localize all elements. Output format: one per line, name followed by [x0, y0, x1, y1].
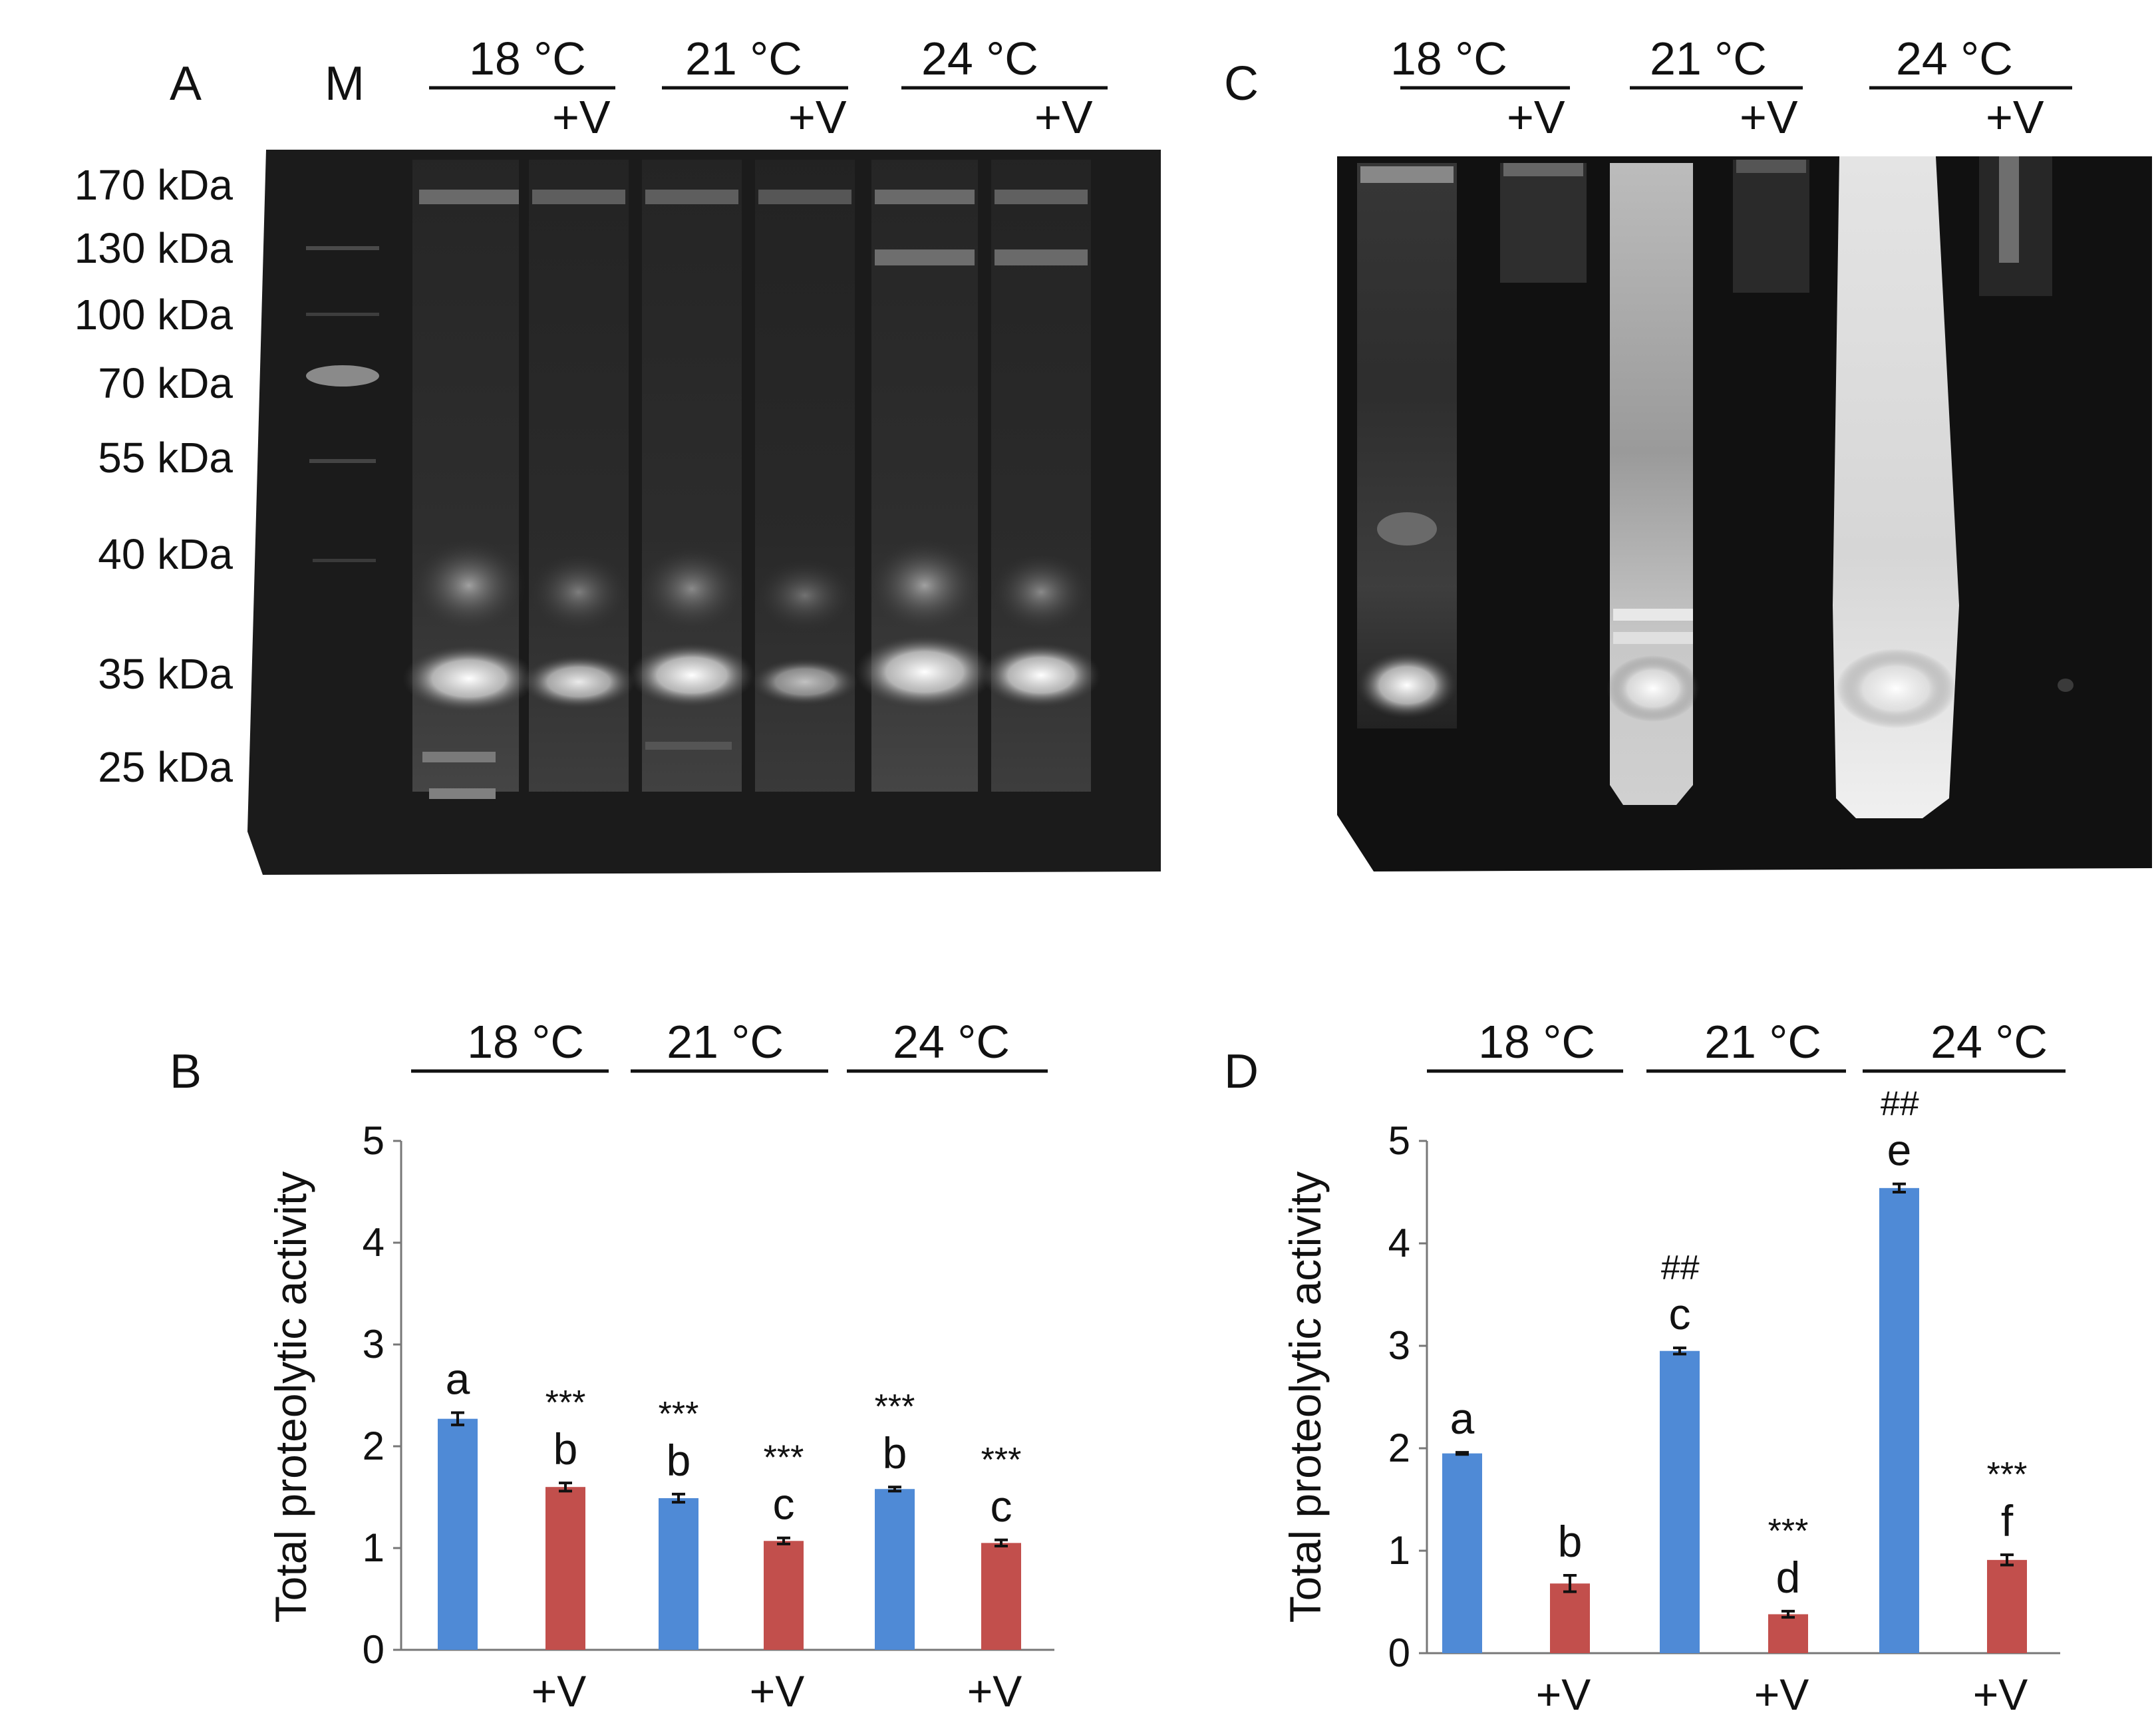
- mw-label-130: 130 kDa: [75, 224, 233, 272]
- mw-label-40: 40 kDa: [98, 530, 233, 578]
- chart-b-significance-letter: b: [883, 1428, 907, 1478]
- chart-b-y-tick-label: 2: [363, 1424, 385, 1468]
- chart-d-y-tick-label: 1: [1388, 1528, 1410, 1573]
- gel-a-header-18: 18 °C: [469, 33, 586, 84]
- chart-b: 18 °C 21 °C 24 °C 0 1 2 3 4 5 Total proteolytic a…: [266, 1016, 1054, 1716]
- gel-a-v-label-18: +V: [552, 91, 611, 143]
- gel-c-v-label-24: +V: [1986, 91, 2044, 143]
- chart-b-significance-mark: ***: [981, 1441, 1022, 1480]
- panel-a: A M 18 °C +V 21 °C +V 24 °C +V 170 kDa 1…: [75, 33, 1161, 875]
- gel-a-header-21: 21 °C: [685, 33, 802, 84]
- chart-d-significance-letter: e: [1887, 1126, 1912, 1175]
- gel-c-v-label-18: +V: [1507, 91, 1565, 143]
- chart-d-y-tick-label: 0: [1388, 1631, 1410, 1675]
- chart-d-significance-letter: b: [1558, 1517, 1583, 1566]
- chart-b-group-label: 24 °C: [893, 1016, 1010, 1068]
- chart-b-significance-letter: c: [991, 1482, 1012, 1531]
- chart-b-group-label: 21 °C: [667, 1016, 784, 1068]
- chart-b-y-axis-label: Total proteolytic activity: [266, 1172, 315, 1623]
- chart-d-bar: [1768, 1614, 1808, 1653]
- chart-d-y-tick-label: 4: [1388, 1221, 1410, 1265]
- gel-c-header-24: 24 °C: [1896, 33, 2013, 84]
- chart-b-significance-mark: ***: [764, 1439, 804, 1478]
- mw-label-35: 35 kDa: [98, 650, 233, 698]
- mw-label-55: 55 kDa: [98, 434, 233, 482]
- chart-d: 18 °C 21 °C 24 °C 0 1 2 3 4 5 Total proteolytic a…: [1281, 1016, 2066, 1719]
- chart-b-x-tick-label: +V: [750, 1666, 805, 1716]
- chart-d-significance-mark: ##: [1880, 1085, 1919, 1124]
- chart-d-significance-mark: ***: [1768, 1512, 1809, 1551]
- panel-c-letter: C: [1224, 57, 1259, 110]
- gel-c-v-label-21: +V: [1740, 91, 1798, 143]
- chart-b-significance-letter: b: [553, 1424, 578, 1474]
- chart-b-y-tick-label: 3: [363, 1322, 385, 1366]
- gel-c-header-21: 21 °C: [1650, 33, 1767, 84]
- panel-d-letter: D: [1224, 1045, 1259, 1098]
- chart-b-bar: [764, 1541, 804, 1650]
- chart-b-significance-mark: ***: [659, 1395, 699, 1434]
- chart-d-y-tick-label: 5: [1388, 1118, 1410, 1163]
- chart-b-y-tick-label: 0: [363, 1627, 385, 1672]
- chart-d-y-tick-label: 2: [1388, 1426, 1410, 1470]
- chart-d-bar: [1879, 1187, 1919, 1653]
- chart-d-y-tick-label: 3: [1388, 1323, 1410, 1368]
- gel-a-header-24: 24 °C: [921, 33, 1038, 84]
- gel-c-header-18: 18 °C: [1390, 33, 1507, 84]
- chart-d-group-label: 18 °C: [1478, 1016, 1595, 1068]
- chart-d-significance-letter: c: [1669, 1289, 1691, 1338]
- chart-b-bar: [545, 1487, 585, 1650]
- gel-a-image: [247, 150, 1161, 875]
- chart-b-significance-letter: a: [446, 1354, 470, 1404]
- chart-d-significance-mark: ##: [1660, 1249, 1700, 1287]
- chart-d-bar: [1660, 1350, 1700, 1653]
- chart-b-y-tick-label: 1: [363, 1525, 385, 1570]
- gel-a-v-label-21: +V: [788, 91, 847, 143]
- chart-d-x-tick-label: +V: [1754, 1670, 1809, 1719]
- chart-b-x-tick-label: +V: [532, 1666, 587, 1716]
- chart-b-x-tick-label: +V: [967, 1666, 1022, 1716]
- chart-b-significance-letter: b: [667, 1436, 691, 1485]
- chart-b-significance-mark: ***: [875, 1388, 915, 1426]
- chart-b-y-tick-label: 4: [363, 1220, 385, 1265]
- chart-d-significance-letter: a: [1450, 1394, 1475, 1443]
- gel-a-v-label-24: +V: [1034, 91, 1093, 143]
- panel-a-letter: A: [170, 57, 202, 110]
- chart-d-bar: [1442, 1453, 1482, 1653]
- chart-d-significance-letter: f: [2001, 1496, 2014, 1545]
- chart-b-bar: [438, 1418, 478, 1650]
- chart-d-x-tick-label: +V: [1973, 1670, 2028, 1719]
- chart-b-significance-letter: c: [773, 1480, 795, 1529]
- chart-b-group-label: 18 °C: [467, 1016, 584, 1068]
- mw-label-70: 70 kDa: [98, 359, 233, 407]
- mw-label-25: 25 kDa: [98, 743, 233, 791]
- panel-b-letter: B: [170, 1045, 202, 1098]
- mw-label-170: 170 kDa: [75, 161, 233, 209]
- chart-d-y-axis-label: Total proteolytic activity: [1281, 1172, 1330, 1623]
- mw-label-100: 100 kDa: [75, 291, 233, 339]
- chart-d-x-tick-label: +V: [1536, 1670, 1591, 1719]
- chart-d-group-label: 21 °C: [1704, 1016, 1821, 1068]
- gel-c-image: [1337, 156, 2152, 871]
- chart-b-bar: [659, 1498, 698, 1650]
- chart-b-y-tick-label: 5: [363, 1118, 385, 1163]
- panel-c: C 18 °C +V 21 °C +V 24 °C +V: [1224, 33, 2152, 871]
- chart-b-bar: [875, 1489, 915, 1650]
- chart-b-bar: [981, 1543, 1021, 1650]
- chart-d-bar: [1987, 1559, 2027, 1653]
- marker-lane-label: M: [325, 57, 365, 110]
- chart-d-significance-mark: ***: [1987, 1456, 2028, 1494]
- chart-d-group-label: 24 °C: [1930, 1016, 2048, 1068]
- chart-d-bar: [1550, 1583, 1590, 1653]
- chart-b-significance-mark: ***: [545, 1384, 586, 1422]
- chart-d-significance-letter: d: [1776, 1553, 1801, 1602]
